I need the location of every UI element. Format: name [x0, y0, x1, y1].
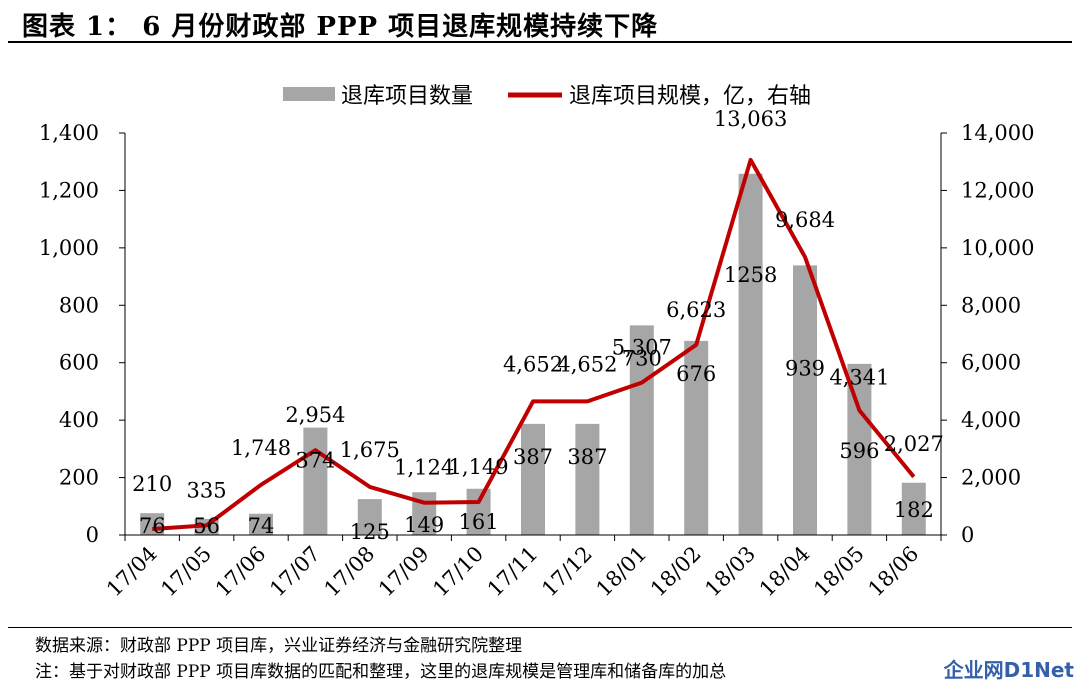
bar-value-label: 374	[295, 449, 335, 473]
watermark-text-1: 企业网	[943, 658, 1004, 682]
left-tick-label: 1,200	[39, 178, 99, 202]
right-tick-label: 8,000	[961, 293, 1021, 317]
line-value-label: 5,307	[612, 336, 672, 360]
left-tick-label: 600	[59, 351, 99, 375]
footnote: 注：基于对财政部 PPP 项目库数据的匹配和整理，这里的退库规模是管理库和储备库…	[35, 662, 727, 682]
x-tick-label: 17/12	[537, 542, 597, 602]
line-value-label: 4,341	[829, 365, 889, 389]
bar-value-label: 676	[676, 362, 716, 386]
line-value-label: 335	[187, 478, 227, 502]
bar	[738, 173, 763, 535]
x-tick-label: 18/05	[809, 542, 869, 602]
line-value-label: 13,063	[714, 107, 787, 131]
x-tick-label: 17/05	[156, 542, 216, 602]
figure-title: 图表 1： 6 月份财政部 PPP 项目退库规模持续下降	[22, 12, 659, 42]
right-tick-label: 12,000	[961, 178, 1034, 202]
bar	[793, 265, 817, 535]
bar	[357, 499, 382, 535]
x-tick-label: 17/09	[374, 542, 434, 602]
line-value-label: 2,954	[285, 403, 345, 427]
line-series	[152, 157, 916, 531]
bar	[629, 325, 654, 535]
combo-chart: 0 200 400 600 800 1,000 1,200 1,400 0 2,000 4,000 6…	[39, 84, 1035, 602]
x-tick-label: 17/07	[265, 542, 325, 602]
bar	[575, 423, 600, 535]
line-value-label: 4,652	[557, 352, 617, 376]
legend-bar-label: 退库项目数量	[341, 84, 473, 109]
bar-value-label: 939	[785, 356, 825, 380]
bar-value-label: 596	[839, 439, 879, 463]
x-tick-label: 18/04	[755, 542, 815, 602]
line-value-label: 1,149	[449, 455, 509, 479]
watermark-logo: 企业网D1Net	[944, 654, 1074, 683]
left-tick-label: 1,400	[39, 121, 99, 145]
notes: 数据来源：财政部 PPP 项目库，兴业证券经济与金融研究院整理 注：基于对财政部…	[35, 633, 726, 685]
bar-value-label: 182	[894, 498, 934, 522]
watermark-text-2: D1Net	[1003, 658, 1074, 682]
right-tick-label: 6,000	[961, 351, 1021, 375]
bar-value-label: 387	[513, 445, 553, 469]
line-value-label: 1,675	[340, 438, 400, 462]
legend-bar-swatch	[283, 87, 335, 101]
bar	[303, 427, 328, 535]
bar-value-label: 730	[622, 346, 662, 370]
x-tick-label: 17/11	[483, 542, 543, 602]
bottom-rule	[8, 627, 1072, 628]
left-tick-label: 800	[59, 293, 99, 317]
left-tick-label: 0	[86, 523, 99, 547]
x-tick-label: 17/04	[102, 542, 162, 602]
right-tick-label: 2,000	[961, 466, 1021, 490]
bar	[684, 340, 709, 535]
bar	[521, 423, 545, 535]
line-value-label: 210	[132, 472, 172, 496]
x-tick-label: 18/03	[700, 542, 760, 602]
x-tick-label: 18/01	[592, 542, 652, 602]
bar	[901, 482, 926, 535]
line-value-label: 2,027	[884, 432, 944, 456]
bar-value-label: 387	[567, 445, 607, 469]
right-tick-label: 14,000	[961, 121, 1034, 145]
line-value-label: 4,652	[503, 352, 563, 376]
bar-value-label: 125	[350, 520, 390, 544]
line-value-label: 6,623	[666, 298, 726, 322]
bar-value-label: 161	[459, 510, 499, 534]
left-tick-label: 1,000	[39, 236, 99, 260]
line-value-label: 1,124	[394, 456, 454, 480]
x-tick-label: 17/10	[428, 542, 488, 602]
x-tick-label: 18/02	[646, 542, 706, 602]
bar-value-label: 76	[139, 514, 166, 538]
bar-value-label: 1258	[724, 263, 777, 287]
bar-value-label: 149	[404, 513, 444, 537]
bar	[249, 513, 273, 535]
left-tick-label: 200	[59, 466, 99, 490]
x-tick-label: 18/06	[864, 542, 924, 602]
line-value-label: 9,684	[775, 208, 835, 232]
bar-value-label: 56	[193, 514, 220, 538]
legend-line-label: 退库项目规模，亿，右轴	[569, 84, 811, 109]
top-rule	[8, 41, 1072, 43]
x-tick-label: 17/06	[211, 542, 271, 602]
right-tick-label: 0	[961, 523, 974, 547]
bar-value-label: 74	[248, 514, 275, 538]
x-tick-label: 17/08	[320, 542, 380, 602]
right-tick-label: 4,000	[961, 408, 1021, 432]
right-tick-label: 10,000	[961, 236, 1034, 260]
source-note: 数据来源：财政部 PPP 项目库，兴业证券经济与金融研究院整理	[35, 636, 523, 656]
left-tick-label: 400	[59, 408, 99, 432]
bar	[466, 488, 491, 535]
line-value-label: 1,748	[231, 436, 291, 460]
